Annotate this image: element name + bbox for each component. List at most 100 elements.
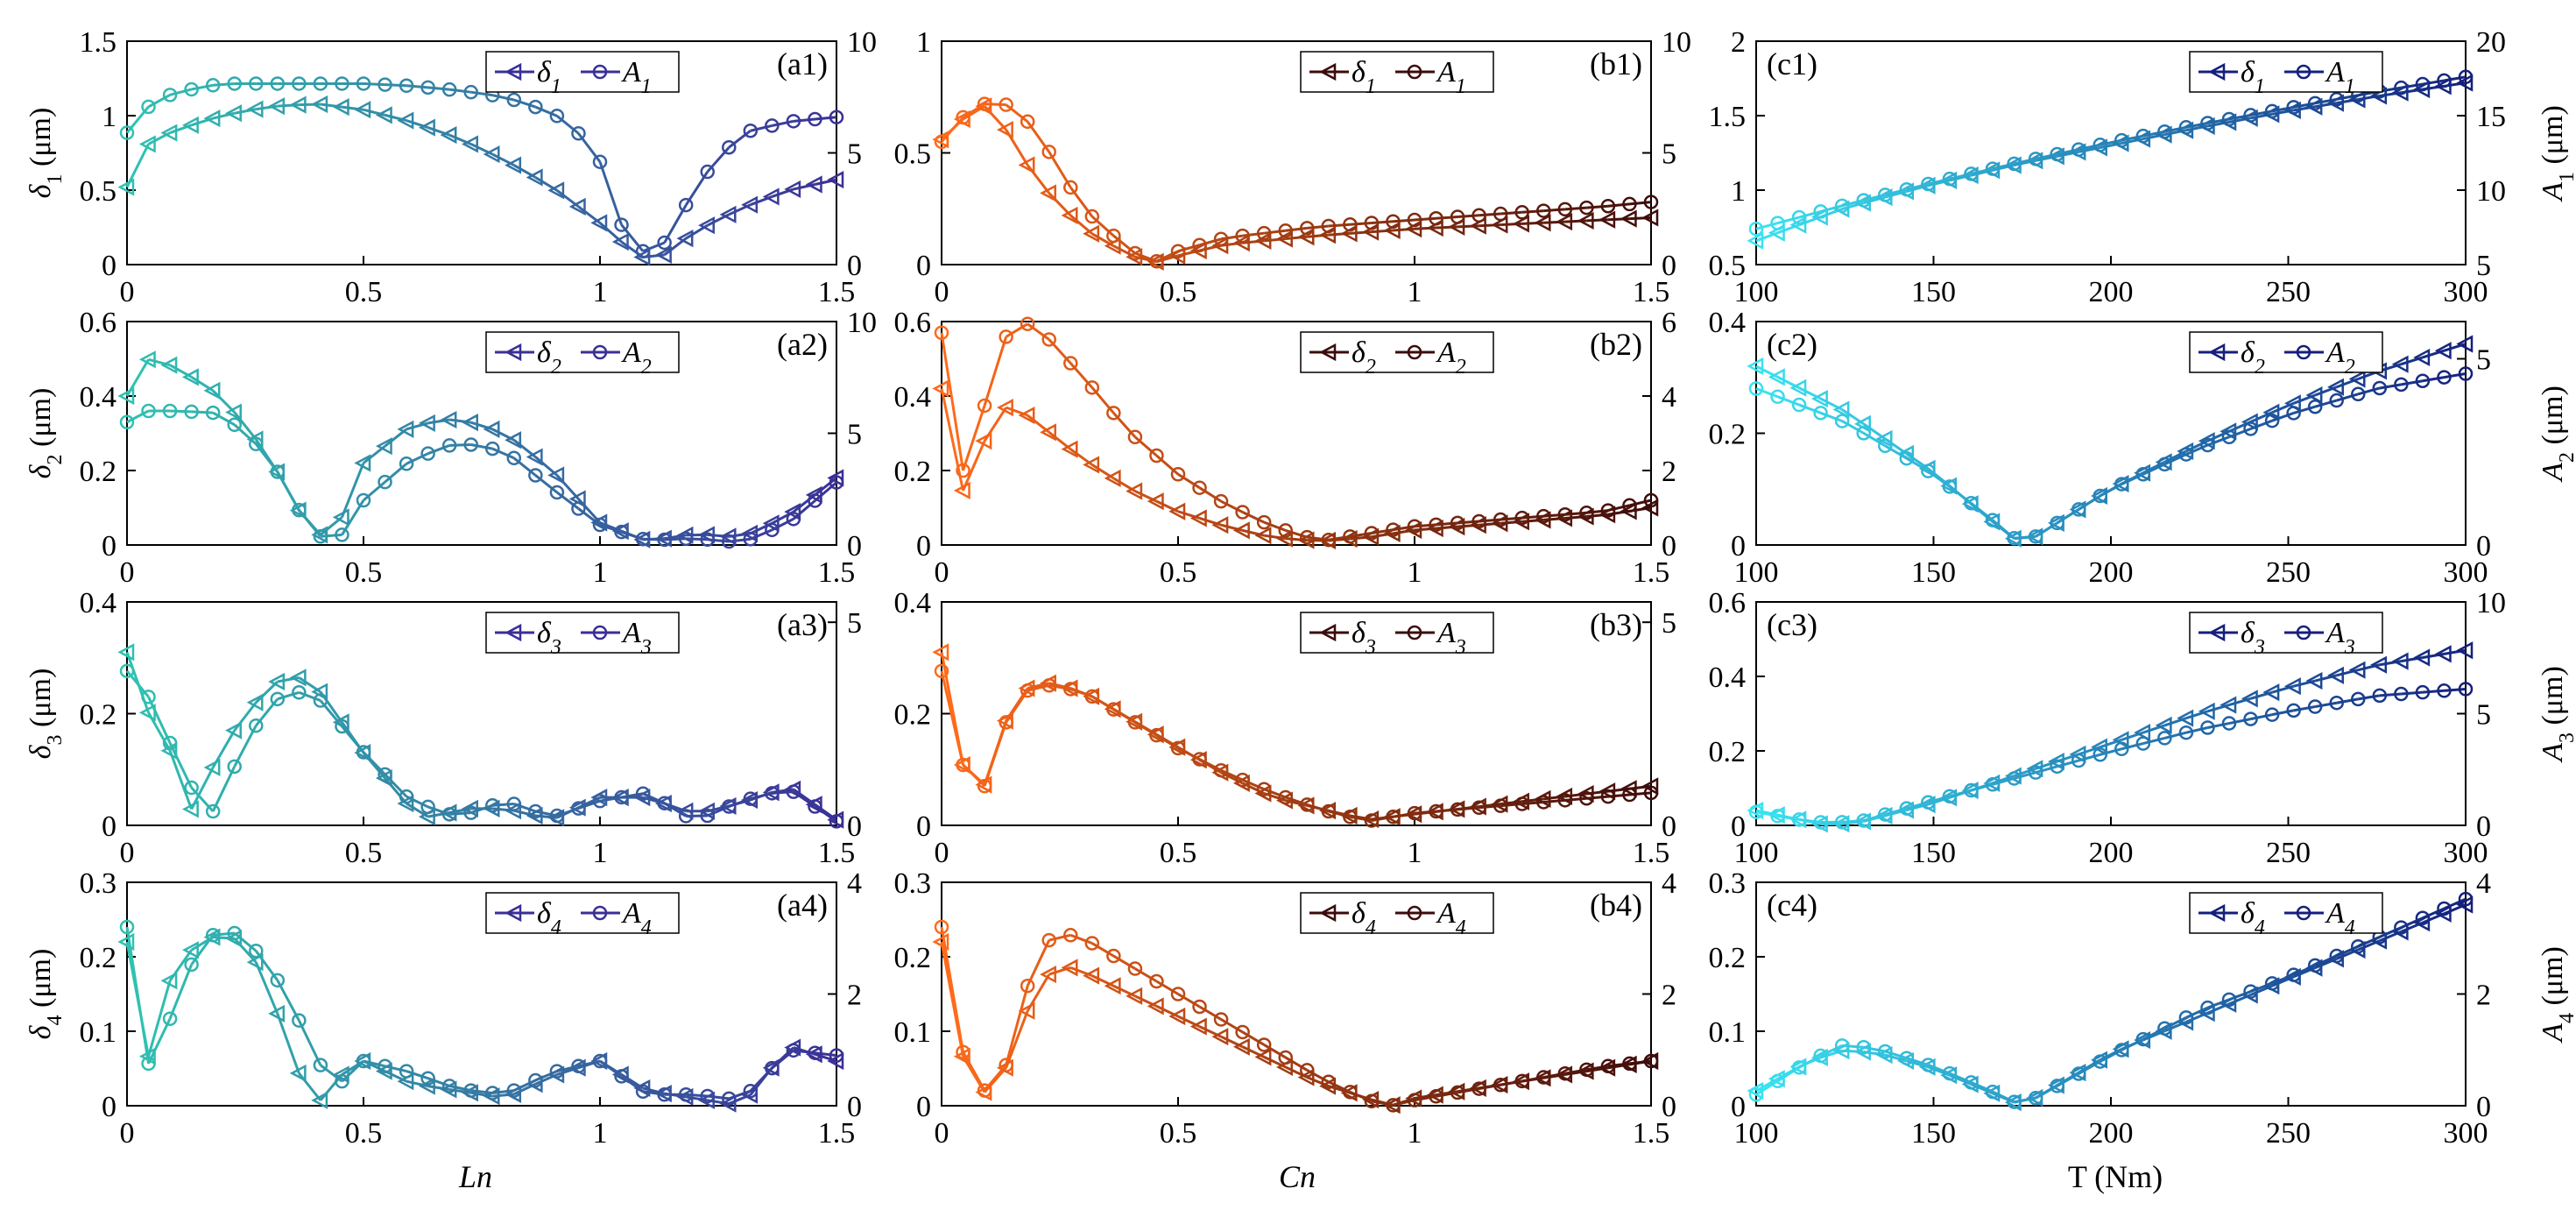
series-line-segment: [1285, 226, 1308, 232]
y-tick-label-right: 4: [847, 867, 862, 900]
data-point-circle: [765, 118, 780, 133]
data-point-circle: [934, 325, 949, 340]
data-point-circle: [635, 1084, 651, 1100]
series-line-segment: [1414, 226, 1436, 230]
series-line-segment: [1543, 220, 1565, 224]
data-point-triangle: [397, 794, 414, 813]
series-line-segment: [2206, 435, 2230, 447]
series-line-segment: [1285, 528, 1308, 539]
data-point-circle: [1899, 1051, 1915, 1065]
series-line-segment: [1842, 1044, 1864, 1049]
series-line-segment: [513, 1079, 537, 1092]
data-point-circle: [2437, 683, 2452, 698]
series-line-segment: [1948, 485, 1973, 505]
x-tick-label: 0.5: [345, 276, 383, 308]
data-point-triangle: [2262, 683, 2280, 702]
data-point-triangle: [1599, 210, 1616, 229]
data-point-circle: [1407, 519, 1422, 534]
data-point-circle: [1084, 936, 1100, 951]
data-point-circle: [441, 438, 457, 453]
data-point-triangle: [827, 469, 844, 487]
data-point-circle: [678, 809, 694, 824]
data-point-triangle: [719, 1094, 737, 1113]
data-point-circle: [313, 1058, 328, 1072]
y-tick-label-left: 0.5: [80, 175, 117, 208]
series-line-segment: [254, 961, 279, 1015]
data-point-circle: [1364, 526, 1380, 541]
series-line-segment: [1798, 403, 1822, 414]
data-point-circle: [592, 154, 608, 169]
series-line-segment: [1521, 800, 1544, 806]
data-point-circle: [2458, 682, 2474, 697]
x-tick-label: 0.5: [345, 556, 383, 589]
series-line-segment: [1393, 525, 1415, 532]
series-line-segment: [2228, 428, 2252, 439]
data-point-triangle: [762, 188, 780, 206]
series-line-segment: [2185, 726, 2208, 734]
series-line-segment: [342, 105, 364, 111]
y-tick-label-left: 1.5: [1709, 101, 1747, 133]
legend-marker-circle: [2296, 344, 2311, 360]
data-point-triangle: [138, 350, 156, 369]
data-point-triangle: [289, 96, 307, 114]
data-point-triangle: [2391, 355, 2409, 373]
data-point-triangle: [1254, 527, 1272, 545]
data-point-circle: [2307, 96, 2323, 111]
x-tick-label: 1: [593, 556, 608, 589]
series-line-segment: [341, 462, 365, 518]
data-point-triangle: [1491, 216, 1508, 234]
data-point-circle: [1856, 813, 1871, 828]
subplot-c3: 0 0.2 0.4 0.6 0 5 10 100 150 200 250 300 (c3) δ3 A3 A3 …: [1709, 587, 2576, 869]
series-line-segment: [427, 418, 450, 425]
data-point-triangle: [332, 98, 349, 117]
series-line-segment: [1607, 1062, 1630, 1068]
data-point-circle: [2200, 116, 2215, 131]
series-line-segment: [276, 471, 300, 511]
series-line-segment: [1155, 980, 1179, 995]
y-tick-label-left: 0.1: [1709, 1016, 1747, 1049]
y-tick-label-right: 10: [2476, 587, 2506, 619]
legend: δ1 A1: [485, 51, 680, 98]
series-line-segment: [1371, 1100, 1394, 1107]
data-point-circle: [1041, 332, 1056, 347]
series-line-segment: [2314, 701, 2337, 709]
series-line-segment: [1328, 810, 1351, 818]
data-point-triangle: [932, 932, 949, 952]
data-point-triangle: [2327, 378, 2344, 396]
data-point-circle: [1856, 1040, 1871, 1055]
series-line-segment: [1842, 819, 1864, 824]
series-line-segment: [728, 1089, 752, 1100]
series-line-segment: [406, 795, 429, 809]
data-point-circle: [700, 164, 715, 180]
data-point-triangle: [117, 178, 135, 196]
legend-entry-amplitude: A2: [1436, 336, 1466, 379]
legend-entry-amplitude: A3: [2325, 617, 2355, 659]
data-point-triangle: [1789, 216, 1807, 234]
data-point-circle: [485, 797, 500, 813]
data-point-triangle: [2262, 403, 2280, 421]
panel-label: (b2): [1590, 327, 1642, 362]
series-line-segment: [233, 423, 258, 445]
data-point-circle: [1343, 529, 1358, 544]
data-point-circle: [2007, 531, 2022, 546]
series-line-segment: [1328, 231, 1351, 237]
series-line-segment: [2228, 718, 2251, 725]
series-line-segment: [1198, 486, 1222, 503]
series-line-segment: [1199, 237, 1222, 247]
data-point-circle: [205, 803, 221, 819]
data-point-circle: [227, 76, 242, 91]
data-point-triangle: [375, 106, 392, 124]
x-tick-label: 1.5: [818, 1117, 856, 1150]
y-tick-label-right: 0: [1662, 1091, 1676, 1123]
data-point-triangle: [117, 386, 135, 406]
series-line-segment: [664, 537, 687, 541]
data-point-circle: [829, 1048, 844, 1063]
legend-marker-circle: [592, 344, 608, 360]
series-line-segment: [2163, 731, 2187, 739]
y-tick-label-right: 2: [2476, 980, 2491, 1012]
series-line-segment: [212, 411, 236, 427]
data-point-triangle: [1189, 509, 1207, 527]
series-line-segment: [1777, 395, 1800, 407]
data-point-circle: [1622, 498, 1637, 513]
data-point-circle: [2093, 138, 2107, 152]
